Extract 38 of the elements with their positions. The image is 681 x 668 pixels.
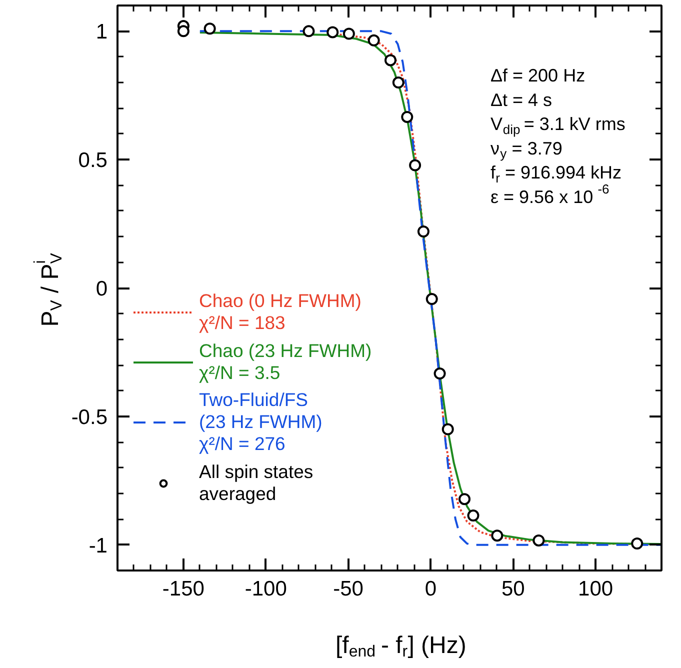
point (434, 368, 446, 380)
point (491, 530, 504, 542)
y-axis-title: PV / PVi (32, 252, 66, 327)
point (467, 510, 480, 522)
point (177, 25, 190, 38)
annotation: Δf = 200 Hz (490, 66, 586, 86)
point (342, 28, 355, 40)
point (442, 423, 454, 436)
x-tick-label: 100 (578, 578, 614, 600)
legend-label: Chao (0 Hz FWHM) χ²/N = 183 (199, 290, 362, 334)
legend-label: Chao (23 Hz FWHM) χ²/N = 3.5 (199, 340, 372, 384)
point (409, 159, 422, 172)
x-tick-label: -100 (244, 578, 287, 600)
point (532, 534, 545, 546)
point (368, 34, 380, 46)
y-tick-label: 0 (96, 278, 108, 300)
point (204, 22, 216, 35)
point (458, 493, 471, 506)
x-tick-label: -150 (162, 578, 204, 600)
y-tick-label: -1 (88, 534, 108, 558)
point (426, 293, 438, 306)
point (631, 538, 644, 550)
annotation: ε = 9.56 x 10-6 (490, 182, 610, 207)
annotation: Δt = 4 s (490, 90, 552, 110)
point (326, 26, 339, 38)
point (401, 110, 414, 123)
y-tick-label: 0.5 (78, 149, 108, 172)
point (417, 226, 430, 238)
y-tick-label: -0.5 (71, 406, 108, 429)
point (384, 54, 396, 66)
y-tick-label: 1 (96, 20, 108, 44)
x-tick-label: -50 (333, 578, 364, 600)
legend-label: Two-Fluid/FS (23 Hz FWHM) χ²/N = 276 (199, 389, 322, 456)
point (392, 76, 404, 89)
point (302, 25, 315, 38)
x-tick-label: 0 (424, 578, 437, 600)
x-tick-label: 50 (501, 578, 525, 600)
legend-label: All spin states averaged (199, 460, 314, 505)
